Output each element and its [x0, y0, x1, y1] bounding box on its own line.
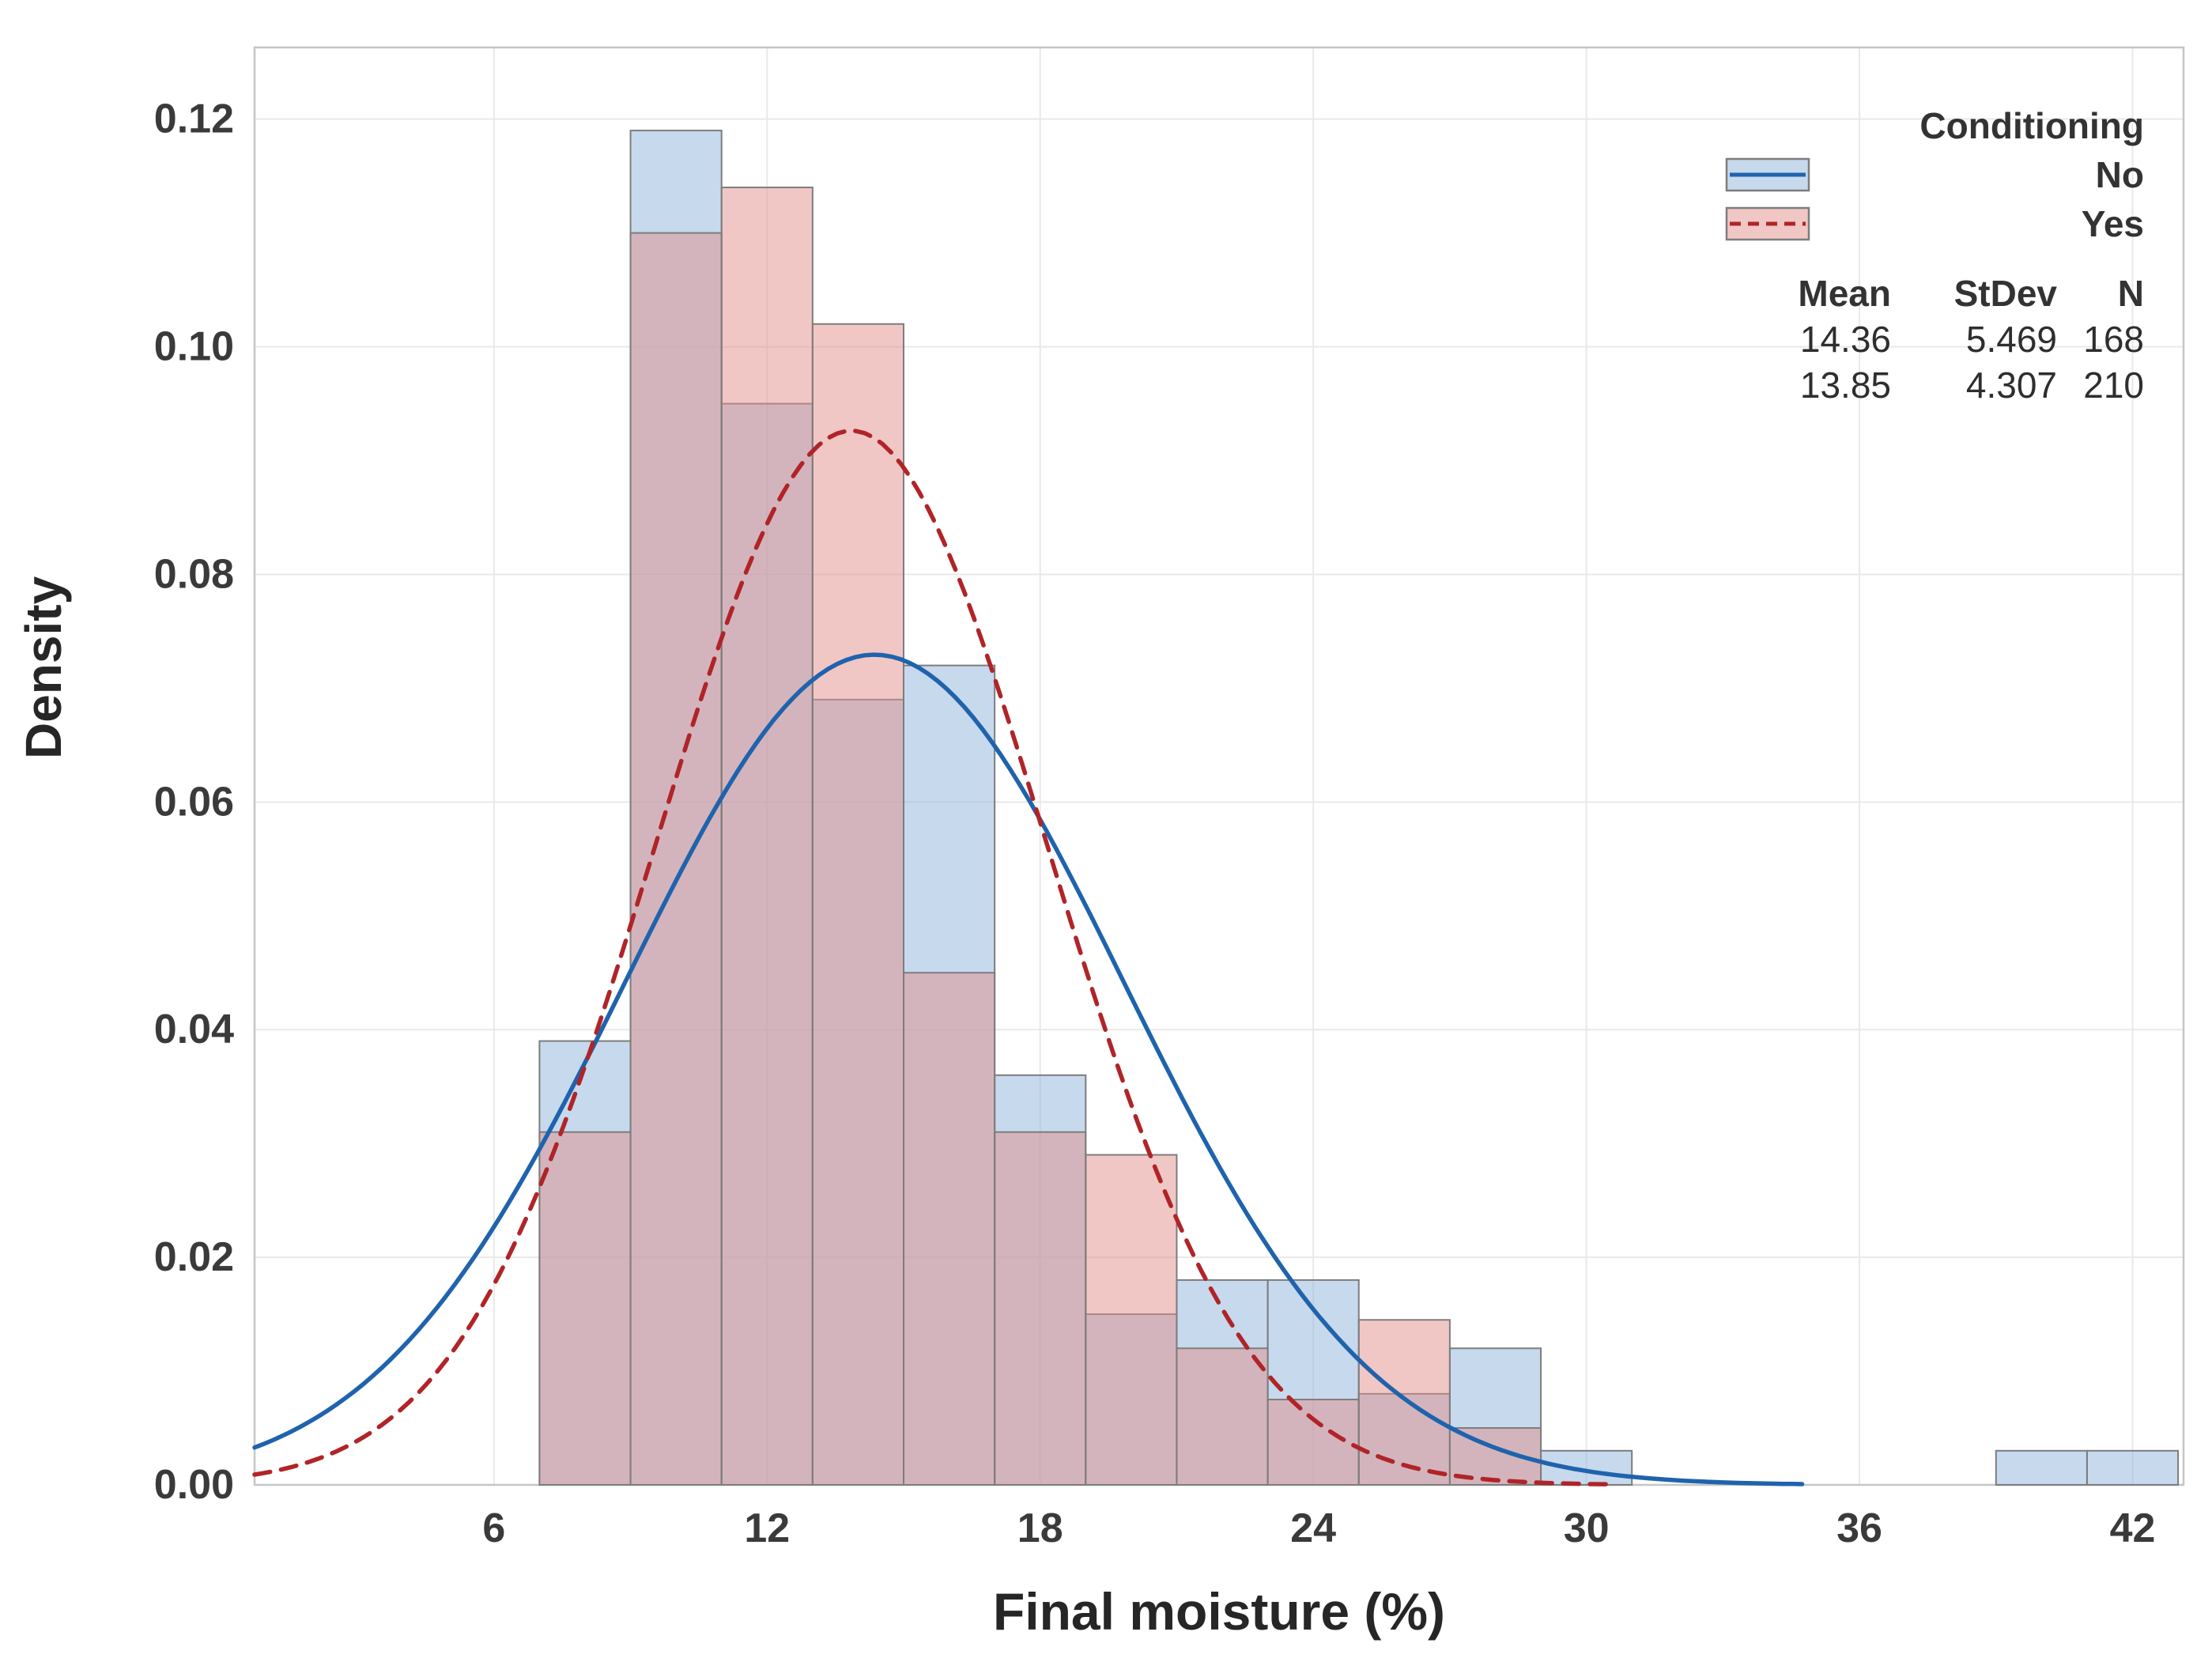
- gridlines: [255, 47, 2184, 1485]
- legend-label-no: No: [2095, 154, 2144, 195]
- stats-header-row: Mean StDev N: [1701, 270, 2144, 316]
- stats-header-stdev: StDev: [1953, 273, 2057, 314]
- stats-yes-mean: 13.85: [1799, 365, 1891, 406]
- stats-yes-stdev: 4.307: [1965, 365, 2057, 406]
- stats-no-n: 168: [2083, 319, 2144, 360]
- legend-swatch-no-icon: [1725, 157, 1810, 192]
- x-tick-18: 18: [1017, 1505, 1063, 1551]
- bar-yes-11: [720, 187, 813, 1486]
- stats-header-n: N: [2117, 273, 2144, 314]
- legend-item-no: No: [1701, 150, 2144, 199]
- bar-no-29: [1540, 1449, 1633, 1486]
- bar-no-39: [1995, 1449, 2088, 1486]
- x-tick-24: 24: [1290, 1505, 1336, 1551]
- stats-no-mean: 14.36: [1799, 319, 1891, 360]
- y-tick-0.00: 0.00: [154, 1462, 234, 1508]
- legend: Conditioning No Yes Mean StDev N 14.36 5…: [1701, 101, 2144, 408]
- x-tick-30: 30: [1564, 1505, 1610, 1551]
- x-tick-6: 6: [482, 1505, 505, 1551]
- bar-yes-13: [811, 323, 905, 1486]
- y-tick-0.12: 0.12: [154, 96, 234, 142]
- tick-labels: 6 12 18 24 30 36 42 0.00 0.02 0.04 0.06 0.08 0.10 0.1…: [154, 96, 2156, 1551]
- stats-header-mean: Mean: [1798, 273, 1891, 314]
- stats-yes-n: 210: [2083, 365, 2144, 406]
- bar-no-41: [2086, 1449, 2180, 1486]
- legend-swatch-yes-icon: [1725, 206, 1810, 241]
- stats-no-stdev: 5.469: [1965, 319, 2057, 360]
- y-axis-title: Density: [15, 576, 72, 759]
- legend-stats-table: Mean StDev N 14.36 5.469 168 13.85 4.307…: [1701, 270, 2144, 408]
- stats-row-yes: 13.85 4.307 210: [1701, 362, 2144, 408]
- bar-yes-9: [629, 232, 723, 1486]
- legend-label-yes: Yes: [2081, 203, 2144, 244]
- y-tick-0.10: 0.10: [154, 324, 234, 370]
- bar-yes-21: [1176, 1347, 1269, 1486]
- y-tick-0.02: 0.02: [154, 1234, 234, 1280]
- y-tick-0.06: 0.06: [154, 779, 234, 825]
- fit-curve-yes: [252, 429, 1614, 1487]
- x-axis-title: Final moisture (%): [992, 1582, 1446, 1641]
- bar-yes-7: [538, 1131, 632, 1486]
- stats-row-no: 14.36 5.469 168: [1701, 316, 2144, 362]
- fit-curve-no: [252, 652, 1805, 1486]
- bar-yes-19: [1085, 1154, 1178, 1486]
- bar-yes-25: [1357, 1319, 1451, 1486]
- legend-title: Conditioning: [1919, 105, 2144, 146]
- x-tick-42: 42: [2110, 1505, 2156, 1551]
- bar-yes-15: [903, 972, 996, 1486]
- legend-item-yes: Yes: [1701, 199, 2144, 248]
- x-tick-36: 36: [1836, 1505, 1882, 1551]
- y-tick-0.08: 0.08: [154, 551, 234, 597]
- bar-yes-17: [994, 1131, 1087, 1486]
- x-tick-12: 12: [744, 1505, 790, 1551]
- y-tick-0.04: 0.04: [154, 1007, 234, 1052]
- bar-yes-23: [1266, 1399, 1360, 1486]
